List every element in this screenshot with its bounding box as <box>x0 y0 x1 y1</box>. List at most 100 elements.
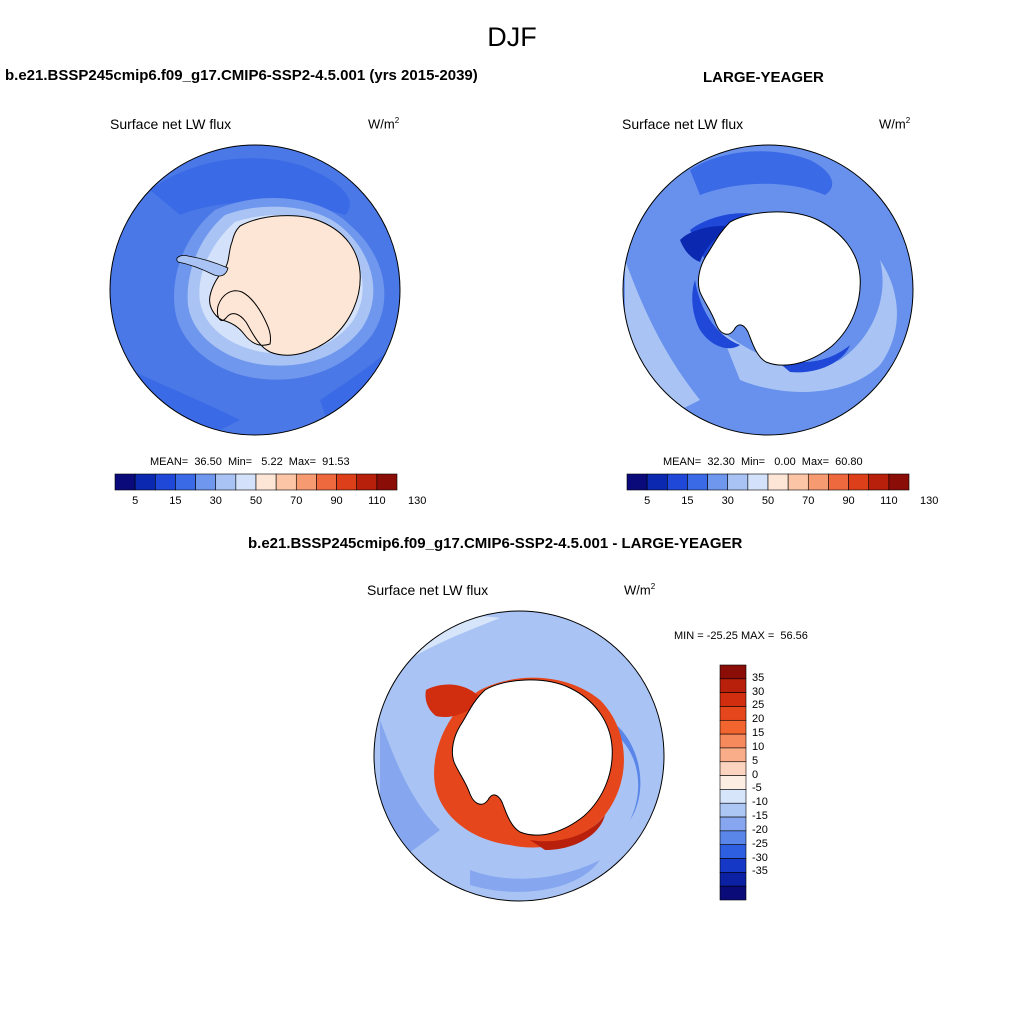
panel-1-variable: Surface net LW flux <box>110 116 232 132</box>
colorbar-swatch <box>719 802 747 818</box>
colorbar-tick-label: 50 <box>761 495 775 507</box>
colorbar-tick-label: 0 <box>752 768 759 781</box>
colorbar-tick-label: 20 <box>752 713 765 726</box>
map-diff-border <box>373 610 665 902</box>
colorbar-swatch <box>719 747 747 763</box>
colorbar-swatch <box>848 473 870 491</box>
colorbar-swatch <box>666 473 688 491</box>
colorbar-swatch <box>719 692 747 707</box>
colorbar-swatch <box>719 885 747 901</box>
antarctica-land-model <box>209 215 361 356</box>
colorbar-tick-label: -20 <box>752 823 768 836</box>
colorbar-swatch <box>114 473 136 491</box>
colorbar-tick-label: -25 <box>752 837 768 850</box>
panel-3-title: b.e21.BSSP245cmip6.f09_g17.CMIP6-SSP2-4.… <box>248 535 743 552</box>
colorbar-tick-label: -5 <box>752 782 762 795</box>
colorbar-swatch <box>134 473 156 491</box>
colorbar-swatch <box>195 473 217 491</box>
colorbar-swatch <box>719 733 747 749</box>
colorbar-tick-label: 130 <box>919 495 939 507</box>
colorbar-swatch <box>356 473 378 491</box>
colorbar-swatch <box>888 473 910 491</box>
colorbar-swatch <box>828 473 849 491</box>
colorbar-swatch <box>719 858 747 873</box>
colorbar-tick-label: 50 <box>249 495 263 507</box>
colorbar-tick-label: -10 <box>752 796 768 809</box>
colorbar-swatch <box>316 473 337 491</box>
colorbar-swatch <box>868 473 890 491</box>
colorbar-tick-label: -15 <box>752 810 768 823</box>
colorbar-tick-label: 110 <box>368 495 386 507</box>
colorbar-tick-label: 35 <box>752 671 765 684</box>
colorbar-swatch <box>719 678 747 693</box>
map-model-border <box>109 144 401 436</box>
panel-2-title: LARGE-YEAGER <box>703 69 824 86</box>
colorbar-swatch <box>626 473 648 491</box>
colorbar-swatch <box>719 844 747 859</box>
colorbar-tick-label: 30 <box>721 495 734 507</box>
colorbar-tick-label: 30 <box>752 685 765 698</box>
panel-1-title: b.e21.BSSP245cmip6.f09_g17.CMIP6-SSP2-4.… <box>5 67 478 84</box>
colorbar-diff <box>719 664 747 901</box>
colorbar-tick-label: 15 <box>681 495 694 507</box>
colorbar-swatch <box>719 830 747 846</box>
panel-1-stats: MEAN= 36.50 Min= 5.22 Max= 91.53 <box>150 456 350 468</box>
colorbar-swatch <box>719 789 747 804</box>
panel-3-variable: Surface net LW flux <box>367 582 489 598</box>
colorbar-tick-label: 30 <box>209 495 222 507</box>
colorbar-obs <box>626 473 910 491</box>
colorbar-swatch <box>275 473 297 491</box>
panel-3-units: W/m2 <box>624 582 656 598</box>
antarctic-peninsula-model <box>176 255 229 277</box>
colorbar-swatch <box>767 473 789 491</box>
panel-2-variable: Surface net LW flux <box>622 116 744 132</box>
colorbar-tick-label: 15 <box>752 727 765 740</box>
colorbar-swatch <box>215 473 237 491</box>
panel-1-units: W/m2 <box>368 116 400 132</box>
colorbar-tick-label: 25 <box>752 699 765 712</box>
colorbar-tick-label: 130 <box>407 495 427 507</box>
colorbar-swatch <box>719 816 747 832</box>
panel-3-stats: MIN = -25.25 MAX = 56.56 <box>674 630 808 642</box>
colorbar-swatch <box>719 664 747 680</box>
colorbar-swatch <box>687 473 708 491</box>
colorbar-swatch <box>727 473 749 491</box>
antarctica-mask-diff <box>451 679 613 836</box>
colorbar-tick-label: 5 <box>644 495 651 507</box>
antarctica-mask-obs <box>697 211 861 366</box>
colorbar-tick-label: 10 <box>752 740 765 753</box>
colorbar-swatch <box>235 473 257 491</box>
panel-2-units: W/m2 <box>879 116 911 132</box>
colorbar-swatch <box>154 473 176 491</box>
colorbar-swatch <box>719 775 747 790</box>
colorbar-tick-label: 90 <box>330 495 343 507</box>
colorbar-swatch <box>707 473 729 491</box>
colorbar-tick-label: -30 <box>752 851 768 864</box>
colorbar-model <box>114 473 398 491</box>
colorbar-swatch <box>255 473 277 491</box>
colorbar-tick-label: 110 <box>880 495 898 507</box>
colorbar-swatch <box>747 473 769 491</box>
colorbar-tick-label: -35 <box>752 865 768 878</box>
colorbar-tick-label: 90 <box>842 495 855 507</box>
colorbar-tick-label: 5 <box>752 754 759 767</box>
colorbar-tick-label: 5 <box>132 495 139 507</box>
colorbar-tick-label: 70 <box>802 495 815 507</box>
map-obs-border <box>622 144 914 436</box>
colorbar-swatch <box>719 719 747 735</box>
colorbar-swatch <box>719 872 747 887</box>
colorbar-swatch <box>295 473 317 491</box>
colorbar-swatch <box>719 761 747 776</box>
colorbar-swatch <box>376 473 398 491</box>
figure-season-title: DJF <box>487 22 537 52</box>
colorbar-tick-label: 15 <box>169 495 182 507</box>
colorbar-swatch <box>787 473 809 491</box>
colorbar-swatch <box>175 473 196 491</box>
colorbar-swatch <box>336 473 358 491</box>
colorbar-swatch <box>719 706 747 721</box>
colorbar-tick-label: 70 <box>290 495 303 507</box>
colorbar-swatch <box>646 473 668 491</box>
colorbar-swatch <box>807 473 829 491</box>
panel-2-stats: MEAN= 32.30 Min= 0.00 Max= 60.80 <box>663 456 863 468</box>
